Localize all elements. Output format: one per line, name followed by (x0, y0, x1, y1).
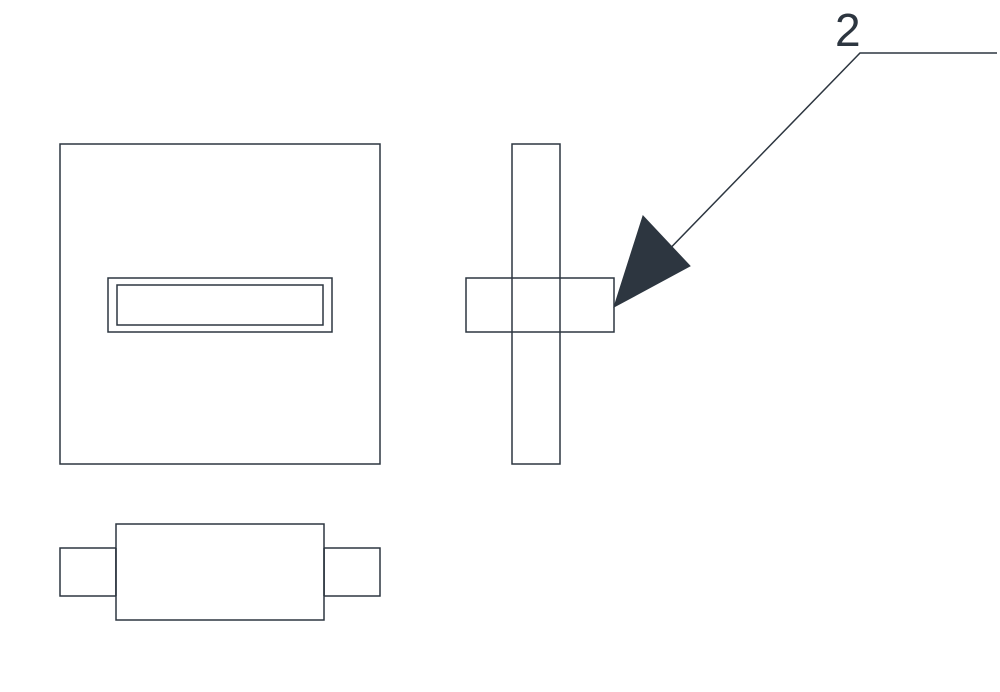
front-slot-outer (108, 278, 332, 332)
side-view (466, 144, 614, 464)
side-horizontal-rect (466, 278, 614, 332)
callout (614, 53, 997, 307)
bottom-center-rect (116, 524, 324, 620)
front-view (60, 144, 380, 464)
bottom-right-rect (324, 548, 380, 596)
arrow-head-icon (614, 216, 690, 307)
engineering-diagram (0, 0, 1000, 692)
front-slot-inner (117, 285, 323, 325)
bottom-left-rect (60, 548, 116, 596)
callout-label: 2 (835, 3, 861, 57)
bottom-view (60, 524, 380, 620)
